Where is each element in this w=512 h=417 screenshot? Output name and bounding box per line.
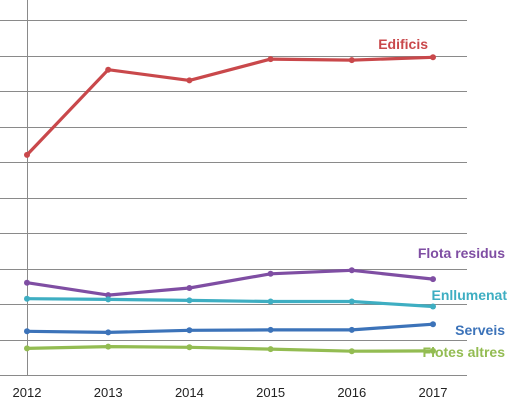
series-line (25, 55, 435, 157)
data-point (186, 327, 193, 334)
x-axis: 2012 2013 2014 2015 2016 2017 (13, 0, 448, 400)
data-point (24, 295, 30, 302)
data-point (348, 326, 355, 333)
series-line (25, 322, 435, 334)
series-line (25, 345, 435, 353)
data-point (430, 54, 436, 61)
data-point (105, 292, 112, 299)
data-point (430, 303, 436, 310)
series-lines (25, 55, 435, 353)
series-label: Serveis (455, 322, 505, 338)
grid-lines (0, 20, 467, 376)
data-point (430, 347, 436, 354)
x-tick-label: 2014 (175, 385, 204, 400)
x-tick-label: 2017 (419, 385, 448, 400)
data-point (348, 57, 355, 64)
data-point (105, 343, 112, 350)
series-labels: Edificis Flota residus Enllumenat Serveis Fl… (378, 36, 507, 360)
data-point (267, 56, 274, 63)
data-point (430, 276, 436, 283)
data-point (186, 285, 193, 291)
series-line (25, 297, 435, 309)
data-point (105, 329, 112, 336)
data-point (348, 298, 355, 305)
data-point (348, 267, 355, 274)
data-point (186, 77, 193, 84)
data-point (267, 298, 274, 305)
data-point (105, 296, 112, 303)
data-point (24, 345, 30, 352)
data-point (186, 344, 193, 351)
series-label: Enllumenat (432, 287, 508, 303)
data-point (430, 321, 436, 328)
data-point (348, 348, 355, 355)
data-point (24, 151, 30, 158)
series-label: Edificis (378, 36, 428, 52)
data-point (267, 346, 274, 353)
data-point (105, 66, 112, 73)
x-tick-label: 2013 (94, 385, 123, 400)
data-point (186, 297, 193, 304)
data-point (267, 270, 274, 277)
series-label: Flotes altres (423, 344, 506, 360)
series-line (25, 268, 435, 297)
data-point (24, 328, 30, 335)
x-tick-label: 2015 (256, 385, 285, 400)
data-point (24, 279, 30, 286)
series-points (24, 54, 436, 355)
x-tick-label: 2012 (13, 385, 42, 400)
data-point (267, 326, 274, 333)
series-label: Flota residus (418, 245, 505, 261)
x-tick-label: 2016 (337, 385, 366, 400)
